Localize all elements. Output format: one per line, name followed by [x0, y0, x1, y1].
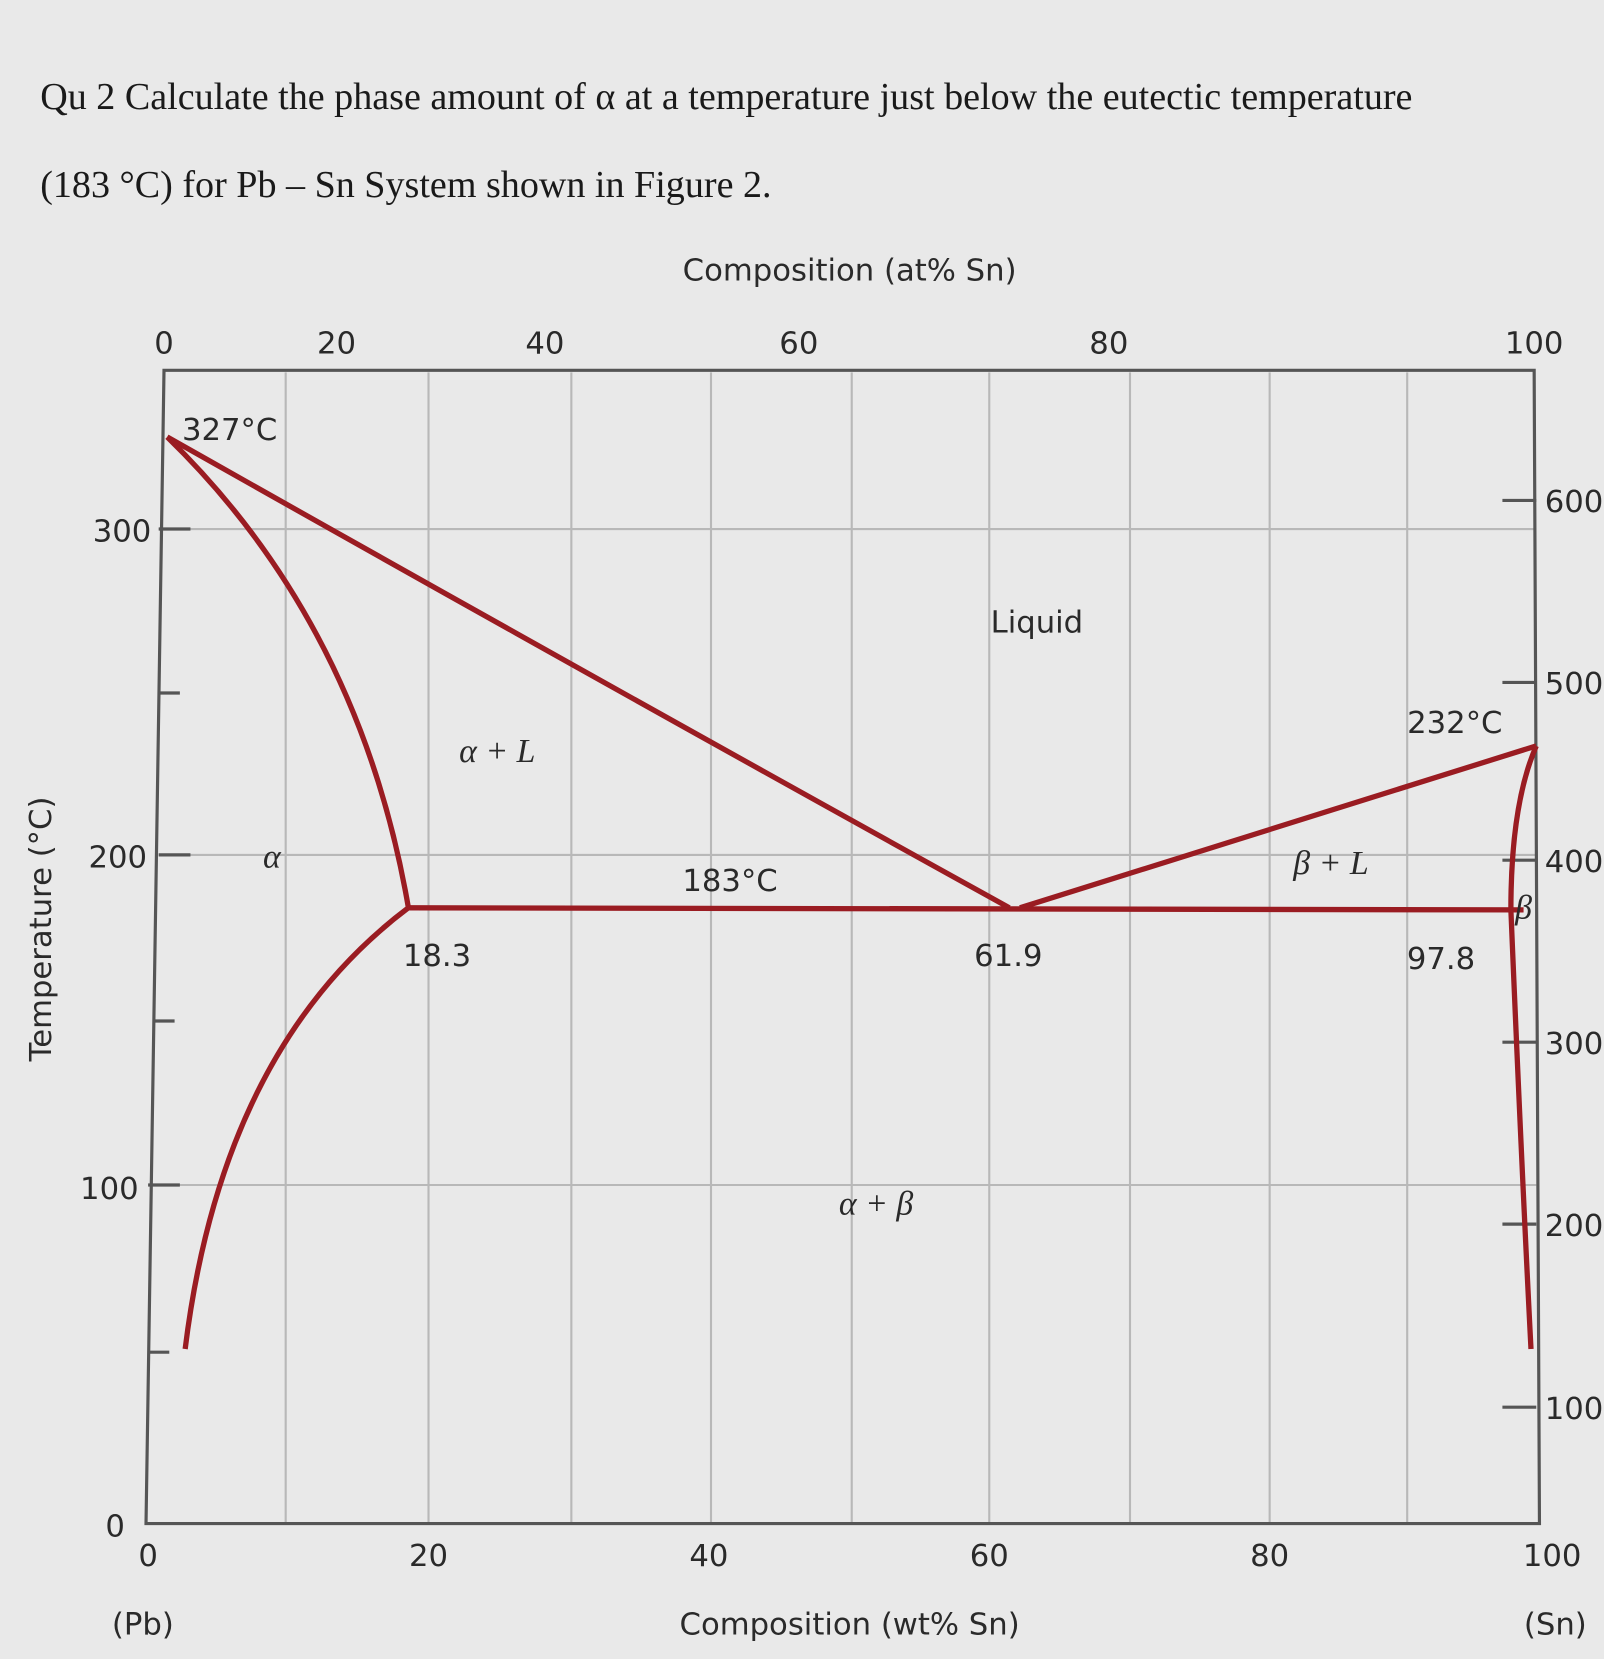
right-tick-label: 600 [1545, 485, 1604, 520]
solvus-alpha [182, 905, 410, 1350]
liquidus-left [165, 434, 1011, 911]
end-label: (Sn) [1524, 1608, 1587, 1643]
bottom-tick-label: 80 [1250, 1539, 1289, 1574]
point-label: 327°C [182, 413, 277, 448]
point-label: 232°C [1407, 706, 1502, 741]
point-label: 61.9 [974, 939, 1042, 974]
question-line: (183 °C) for Pb – Sn System shown in Fig… [40, 164, 771, 206]
plot-frame [144, 368, 1542, 1526]
bottom-axis-title: Composition (wt% Sn) [680, 1608, 1020, 1643]
top-axis-title: Composition (at% Sn) [683, 253, 1017, 288]
bottom-tick-label: 60 [970, 1539, 1009, 1574]
right-tick-label: 200 [1545, 1209, 1604, 1244]
region-label: α + β [839, 1186, 914, 1223]
grid [148, 372, 1537, 1524]
right-tick-label: 300 [1545, 1027, 1604, 1062]
left-tick-label: 300 [93, 515, 152, 550]
phase-boundaries [165, 434, 1539, 1350]
region-label: α [263, 839, 282, 876]
bottom-tick-label: 0 [138, 1539, 158, 1574]
bottom-tick-label: 100 [1523, 1539, 1582, 1574]
top-tick-label: 80 [1089, 326, 1128, 361]
right-tick-label: 100 [1545, 1392, 1604, 1427]
point-label: 18.3 [403, 939, 471, 974]
region-label: α + L [459, 733, 535, 770]
question-line: Qu 2 Calculate the phase amount of α at … [40, 76, 1412, 118]
top-tick-label: 20 [317, 326, 356, 361]
left-tick-label: 100 [80, 1172, 139, 1207]
region-label: β [1514, 889, 1532, 926]
top-tick-label: 0 [154, 326, 174, 361]
solidus-beta [1508, 744, 1539, 910]
top-tick-label: 100 [1505, 326, 1564, 361]
end-label: (Pb) [112, 1608, 174, 1643]
bottom-tick-label: 40 [689, 1539, 728, 1574]
top-tick-label: 60 [779, 326, 818, 361]
eutectic-line [408, 905, 1524, 913]
region-label: β + L [1292, 845, 1368, 882]
bottom-tick-label: 20 [409, 1539, 448, 1574]
left-axis-title: Temperature (°C) [24, 797, 59, 1063]
point-label: 183°C [682, 864, 777, 899]
liquidus-right [1019, 743, 1538, 911]
point-label: 97.8 [1407, 942, 1475, 977]
left-tick-label: 200 [89, 841, 148, 876]
left-tick-label: 0 [105, 1509, 125, 1544]
top-tick-label: 40 [525, 326, 564, 361]
solvus-beta [1508, 909, 1534, 1350]
right-tick-label: 500 [1545, 667, 1604, 702]
region-label: Liquid [991, 606, 1084, 641]
right-tick-label: 400 [1545, 845, 1604, 880]
solidus-alpha [165, 435, 412, 909]
